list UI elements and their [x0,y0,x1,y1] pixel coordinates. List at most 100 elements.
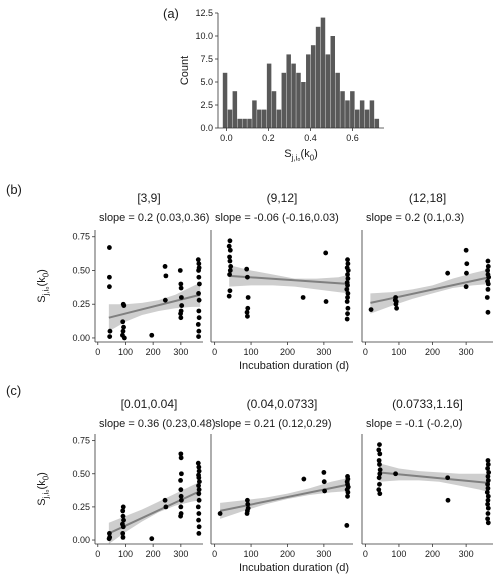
data-point [345,276,351,281]
data-point [162,264,168,269]
data-point [393,471,398,477]
histogram-bar [281,72,287,128]
histogram-bars [222,17,380,129]
histogram-y-tick-label: 10.0 [195,31,213,41]
histogram-bar [257,109,262,128]
facet-strip-label: (0.0733,1.16] [392,397,463,411]
histogram-x-axis-title: Sj,i₀(k0) [284,148,318,162]
data-point [485,481,491,487]
data-point [485,466,491,471]
x-tick-label: 200 [425,347,440,357]
data-point [226,293,232,299]
data-point [196,475,202,481]
data-point [376,458,382,463]
data-point [196,334,201,340]
facet-strip-label: [3,9] [137,191,160,205]
confidence-ribbon [370,269,490,314]
data-point [178,281,184,287]
facet-strip-label: (9,12] [267,191,298,205]
histogram-bar [335,72,340,128]
data-point [195,460,201,466]
data-point [195,257,201,263]
data-point [376,447,382,453]
data-point [485,485,491,491]
data-point [484,295,490,300]
histogram-bar [350,91,355,128]
data-point [196,468,202,474]
data-point [485,497,491,503]
data-point [107,274,112,280]
data-point [245,295,251,300]
data-point [485,474,491,479]
x-axis-title: Incubation duration (d) [239,562,349,574]
data-point [163,504,169,510]
data-point [178,504,184,510]
data-point [345,493,350,499]
data-point [345,282,350,288]
facet-3: (12,18] slope = 0.2 (0.1,0.3) 0 100 200 300 [361,191,493,357]
histogram-bar [369,100,375,128]
data-point [244,309,250,315]
histogram-bar [315,26,321,128]
x-tick-label: 0 [212,549,217,559]
data-point [162,297,168,303]
histogram-y-tick-label: 0.0 [200,123,213,133]
data-point [227,288,233,294]
data-point [394,305,399,311]
data-point [149,536,155,542]
data-point [120,328,126,334]
data-point [120,534,126,540]
facet-3: (0.0733,1.16] slope = -0.1 (-0.2,0) 0 100 20… [361,397,493,559]
x-tick-label: 300 [316,549,331,559]
data-point [196,261,202,267]
data-point [392,297,398,303]
data-point [217,511,223,516]
data-point [376,487,382,493]
data-point [345,257,350,263]
histogram-bar [306,54,311,128]
data-point [345,295,350,300]
data-point [227,268,233,273]
fit-line [219,483,350,512]
data-point [377,451,383,457]
y-tick-label: 0.00 [72,535,90,545]
y-tick-label: 0.50 [72,265,90,275]
data-point [196,491,202,497]
data-point [377,471,383,477]
data-point [196,511,202,516]
histogram-x-axis-title-text: Sj,i₀(k0) [284,148,318,162]
x-tick-label: 0 [363,549,368,559]
data-point [445,497,451,503]
data-point [107,245,112,250]
data-point [244,511,250,516]
histogram-bar [340,91,345,128]
data-point [323,299,329,304]
data-point [345,291,351,296]
histogram-y-axis-title: Count [179,56,191,85]
x-tick-label: 100 [244,347,259,357]
histogram-bar [227,109,233,128]
data-point [485,286,491,292]
data-point [179,295,184,300]
data-point [227,247,233,253]
data-point [178,513,183,519]
data-point [196,268,201,273]
data-point [178,477,183,483]
data-point [377,442,382,448]
data-point [485,520,491,526]
x-tick-label: 0 [212,347,217,357]
facet-strip-label: (12,18] [409,191,446,205]
y-axis-title-text: Sj,i₀(k0) [36,472,50,506]
facet-slope-text: slope = 0.21 (0.12,0.29) [215,418,332,430]
x-tick-label: 200 [280,347,295,357]
x-tick-label: 300 [459,347,474,357]
data-point [120,524,126,530]
data-point [321,479,327,485]
panel-label-c: (c) [6,383,21,398]
panel-label-a: (a) [163,6,179,21]
data-point [196,487,202,493]
histogram-bar [247,118,252,128]
x-tick-label: 300 [459,549,474,559]
x-tick-label: 0 [363,347,368,357]
